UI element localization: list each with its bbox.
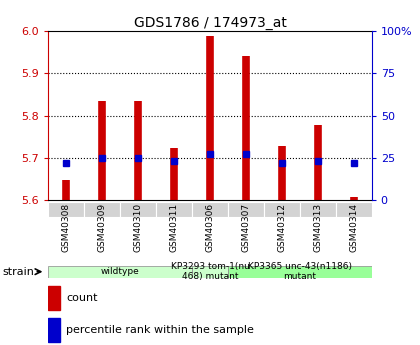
Bar bbox=[192, 202, 228, 217]
Text: GSM40313: GSM40313 bbox=[313, 203, 322, 252]
Text: GSM40314: GSM40314 bbox=[349, 203, 358, 252]
Text: wildtype: wildtype bbox=[101, 267, 139, 276]
Text: percentile rank within the sample: percentile rank within the sample bbox=[66, 325, 254, 335]
Text: GSM40308: GSM40308 bbox=[62, 203, 71, 252]
Text: GSM40309: GSM40309 bbox=[98, 203, 107, 252]
Text: GSM40307: GSM40307 bbox=[241, 203, 250, 252]
Text: GSM40311: GSM40311 bbox=[170, 203, 178, 252]
Bar bbox=[120, 202, 156, 217]
Text: strain: strain bbox=[2, 267, 34, 277]
Text: count: count bbox=[66, 293, 97, 303]
Text: GSM40306: GSM40306 bbox=[205, 203, 215, 252]
Bar bbox=[84, 202, 120, 217]
Text: KP3365 unc-43(n1186)
mutant: KP3365 unc-43(n1186) mutant bbox=[248, 262, 352, 282]
Bar bbox=[192, 266, 228, 278]
Bar bbox=[48, 202, 84, 217]
Bar bbox=[264, 202, 300, 217]
Text: GSM40310: GSM40310 bbox=[134, 203, 143, 252]
Bar bbox=[228, 266, 372, 278]
Text: GSM40312: GSM40312 bbox=[277, 203, 286, 252]
Bar bbox=[228, 202, 264, 217]
Bar bbox=[336, 202, 372, 217]
Bar bbox=[48, 286, 60, 310]
Text: KP3293 tom-1(nu
468) mutant: KP3293 tom-1(nu 468) mutant bbox=[171, 262, 249, 282]
Bar bbox=[48, 317, 60, 342]
Bar bbox=[48, 266, 192, 278]
Bar bbox=[156, 202, 192, 217]
Title: GDS1786 / 174973_at: GDS1786 / 174973_at bbox=[134, 16, 286, 30]
Bar bbox=[300, 202, 336, 217]
